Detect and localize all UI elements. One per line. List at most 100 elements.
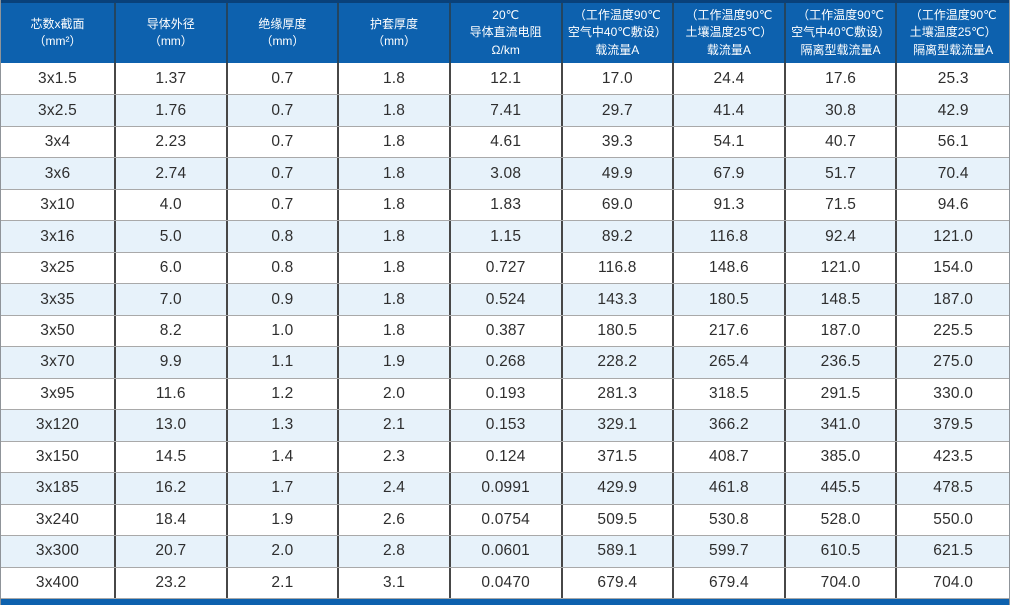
column-header-conductor-od: 导体外径 （mm） <box>116 3 228 63</box>
row-size-cell: 3x95 <box>1 378 116 410</box>
data-cell: 2.1 <box>228 567 340 598</box>
data-cell: 69.0 <box>563 189 675 221</box>
column-header-line: 护套厚度 <box>370 16 419 31</box>
column-header-line: （工作温度90℃ <box>685 7 773 22</box>
data-cell: 1.2 <box>228 378 340 410</box>
data-cell: 0.7 <box>228 95 340 126</box>
data-cell: 1.9 <box>228 504 340 536</box>
data-cell: 116.8 <box>674 221 786 252</box>
data-cell: 116.8 <box>563 252 675 284</box>
data-cell: 9.9 <box>116 347 228 378</box>
column-header-sheath-thickness: 护套厚度 （mm） <box>339 3 451 63</box>
data-cell: 1.8 <box>339 221 451 252</box>
data-cell: 509.5 <box>563 504 675 536</box>
data-cell: 41.4 <box>674 95 786 126</box>
data-cell: 379.5 <box>933 416 974 434</box>
data-cell: 121.0 <box>933 227 974 245</box>
data-cell: 1.7 <box>228 473 340 504</box>
data-cell: 0.0991 <box>451 473 563 504</box>
data-cell: 445.5 <box>786 473 898 504</box>
data-cell: 679.4 <box>674 567 786 598</box>
column-header-line: （mm） <box>260 34 305 48</box>
data-cell: 1.1 <box>228 347 340 378</box>
data-cell: 17.0 <box>563 63 675 95</box>
data-cell: 0.268 <box>451 347 563 378</box>
column-header-line: 空气中40℃敷设） <box>791 25 890 40</box>
table-row: 3x2.5 1.76 0.7 1.8 7.41 29.7 41.4 30.8 42.9 <box>1 94 1009 126</box>
data-cell: 17.6 <box>786 63 898 95</box>
data-cell: 599.7 <box>674 536 786 567</box>
data-cell: 89.2 <box>563 221 675 252</box>
data-cell: 461.8 <box>674 473 786 504</box>
data-cell: 143.3 <box>563 284 675 315</box>
data-cell: 329.1 <box>563 410 675 441</box>
data-cell: 0.8 <box>228 221 340 252</box>
data-cell: 14.5 <box>116 441 228 473</box>
data-cell: 0.0470 <box>451 567 563 598</box>
data-cell: 704.0 <box>933 573 974 591</box>
data-cell: 49.9 <box>563 158 675 189</box>
data-cell: 265.4 <box>674 347 786 378</box>
data-cell: 2.0 <box>339 378 451 410</box>
data-cell: 39.3 <box>563 126 675 158</box>
data-cell: 2.3 <box>339 441 451 473</box>
column-header-line: 土壤温度25℃） <box>909 25 997 40</box>
data-cell: 0.727 <box>451 252 563 284</box>
column-header-line: （工作温度90℃ <box>573 7 661 22</box>
data-cell: 1.4 <box>228 441 340 473</box>
data-cell: 3.08 <box>451 158 563 189</box>
column-header-core-count-section: 芯数x截面 （mm²） <box>1 3 116 63</box>
data-cell: 3.1 <box>339 567 451 598</box>
data-cell: 40.7 <box>786 126 898 158</box>
data-cell: 70.4 <box>937 164 969 182</box>
data-cell: 2.6 <box>339 504 451 536</box>
row-size-cell: 3x150 <box>1 441 116 473</box>
column-header-line: （工作温度90℃ <box>909 7 997 22</box>
data-cell: 429.9 <box>563 473 675 504</box>
data-cell: 2.8 <box>339 536 451 567</box>
data-cell: 7.41 <box>451 95 563 126</box>
column-header-dc-resistance-20c: 20℃ 导体直流电阻 Ω/km <box>451 3 563 63</box>
data-cell: 0.7 <box>228 158 340 189</box>
column-header-line: （mm²） <box>33 34 82 48</box>
table-row: 3x185 16.2 1.7 2.4 0.0991 429.9 461.8 445.5 478.… <box>1 472 1009 504</box>
column-header-line: Ω/km <box>491 42 520 57</box>
data-cell: 341.0 <box>786 410 898 441</box>
column-header-line: 载流量A <box>706 42 751 57</box>
data-cell: 54.1 <box>674 126 786 158</box>
column-header-line: 空气中40℃敷设） <box>567 25 667 40</box>
data-cell: 148.6 <box>674 252 786 284</box>
column-header-insulation-thickness: 绝缘厚度 （mm） <box>228 3 340 63</box>
column-header-line: 20℃ <box>492 7 520 22</box>
data-cell: 25.3 <box>937 69 969 87</box>
data-cell: 20.7 <box>116 536 228 567</box>
data-cell: 530.8 <box>674 504 786 536</box>
row-size-cell: 3x4 <box>1 126 116 158</box>
data-cell: 91.3 <box>674 189 786 221</box>
data-cell: 1.76 <box>116 95 228 126</box>
data-cell: 621.5 <box>933 542 974 560</box>
data-cell: 0.0601 <box>451 536 563 567</box>
row-size-cell: 3x6 <box>1 158 116 189</box>
data-cell: 589.1 <box>563 536 675 567</box>
table-row: 3x240 18.4 1.9 2.6 0.0754 509.5 530.8 528.0 550.… <box>1 503 1009 536</box>
data-cell: 8.2 <box>116 315 228 347</box>
data-cell: 12.1 <box>451 63 563 95</box>
data-cell: 23.2 <box>116 567 228 598</box>
data-cell: 0.124 <box>451 441 563 473</box>
data-cell: 4.0 <box>116 189 228 221</box>
data-cell: 2.4 <box>339 473 451 504</box>
data-cell: 29.7 <box>563 95 675 126</box>
column-header-line: （工作温度90℃ <box>797 7 884 22</box>
data-cell: 67.9 <box>674 158 786 189</box>
data-cell: 1.8 <box>339 158 451 189</box>
data-cell: 30.8 <box>786 95 898 126</box>
data-cell: 0.193 <box>451 378 563 410</box>
table-row: 3x16 5.0 0.8 1.8 1.15 89.2 116.8 92.4 121.0 <box>1 220 1009 252</box>
column-header-line: 芯数x截面 <box>30 16 85 31</box>
data-cell: 330.0 <box>933 384 974 402</box>
data-cell: 42.9 <box>937 101 969 119</box>
data-cell: 1.37 <box>116 63 228 95</box>
data-cell: 1.15 <box>451 221 563 252</box>
